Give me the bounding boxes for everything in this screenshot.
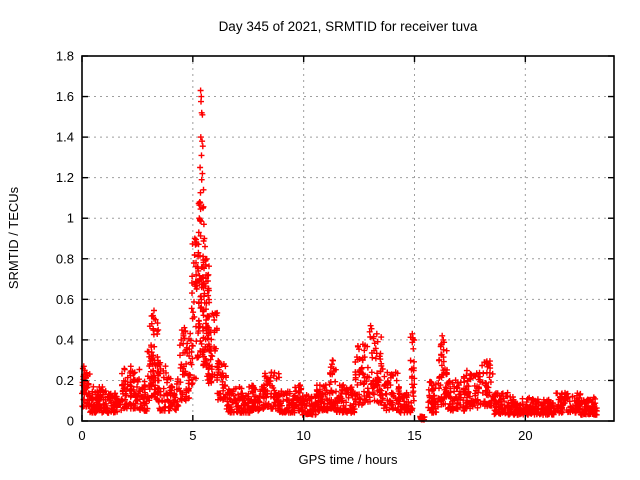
data-points <box>79 87 600 423</box>
x-axis-label: GPS time / hours <box>299 452 398 467</box>
grid-lines <box>82 56 614 421</box>
x-tick-label: 10 <box>296 428 310 443</box>
y-tick-label: 0.8 <box>56 251 74 266</box>
y-tick-label: 0.6 <box>56 292 74 307</box>
chart-title: Day 345 of 2021, SRMTID for receiver tuv… <box>219 19 478 34</box>
y-axis-label: SRMTID / TECUs <box>6 186 21 289</box>
y-tick-label: 1.6 <box>56 89 74 104</box>
x-tick-label: 15 <box>407 428 421 443</box>
y-tick-label: 1.2 <box>56 170 74 185</box>
x-tick-label: 0 <box>78 428 85 443</box>
x-tick-label: 20 <box>518 428 532 443</box>
y-tick-label: 0.4 <box>56 332 74 347</box>
tick-labels: 0 5 10 15 20 0 0.2 0.4 0.6 0.8 1 1.2 1.4 1.6 1.8 <box>56 49 533 444</box>
plot-border <box>81 55 615 422</box>
y-tick-label: 1.8 <box>56 49 74 64</box>
y-tick-label: 0.2 <box>56 373 74 388</box>
tick-marks <box>81 55 614 422</box>
y-tick-label: 0 <box>67 414 74 429</box>
y-tick-label: 1.4 <box>56 130 74 145</box>
x-tick-label: 5 <box>189 428 196 443</box>
y-tick-label: 1 <box>67 211 74 226</box>
